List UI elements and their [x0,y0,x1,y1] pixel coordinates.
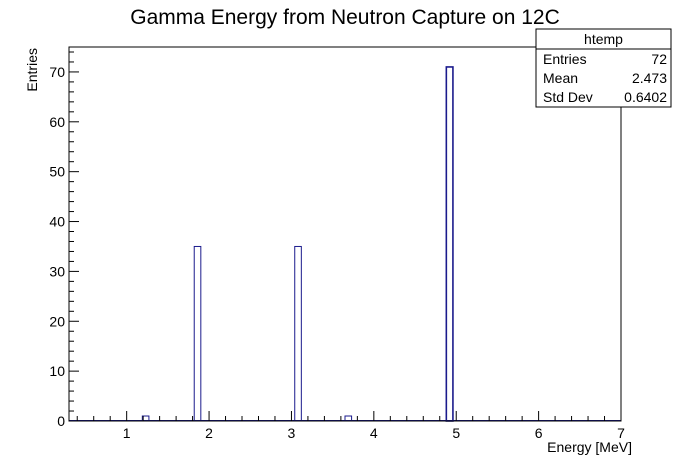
y-tick-label: 50 [49,164,65,180]
y-tick-label: 30 [49,263,65,279]
stats-box-title: htemp [584,31,623,47]
stats-row-label: Std Dev [543,89,593,105]
x-tick-label: 3 [288,425,296,441]
y-tick-label: 0 [57,413,65,429]
x-axis-label: Energy [MeV] [547,439,632,455]
x-tick-label: 4 [370,425,378,441]
stats-row-value: 0.6402 [624,89,667,105]
y-axis-label: Entries [24,48,40,92]
y-tick-label: 10 [49,363,65,379]
chart-title: Gamma Energy from Neutron Capture on 12C [130,6,560,29]
y-tick-label: 40 [49,214,65,230]
stats-row-value: 72 [651,51,667,67]
x-tick-label: 7 [617,425,625,441]
stats-row-label: Mean [543,70,578,86]
stats-row-value: 2.473 [632,70,667,86]
stats-box: htemp Entries 72 Mean 2.473 Std Dev 0.6402 [535,28,672,108]
x-axis-ticks: 1 2 3 4 5 6 7 [76,411,625,441]
y-tick-label: 20 [49,313,65,329]
plot-frame [68,46,622,422]
x-tick-label: 5 [452,425,460,441]
y-axis-ticks: 0 10 20 30 40 50 60 70 [49,51,79,429]
stats-box-rows: Entries 72 Mean 2.473 Std Dev 0.6402 [543,51,667,105]
stats-box-frame [535,28,672,108]
x-tick-label: 6 [535,425,543,441]
stats-row-label: Entries [543,51,587,67]
y-tick-label: 70 [49,64,65,80]
y-tick-label: 60 [49,114,65,130]
x-tick-label: 2 [205,425,213,441]
x-tick-label: 1 [123,425,131,441]
